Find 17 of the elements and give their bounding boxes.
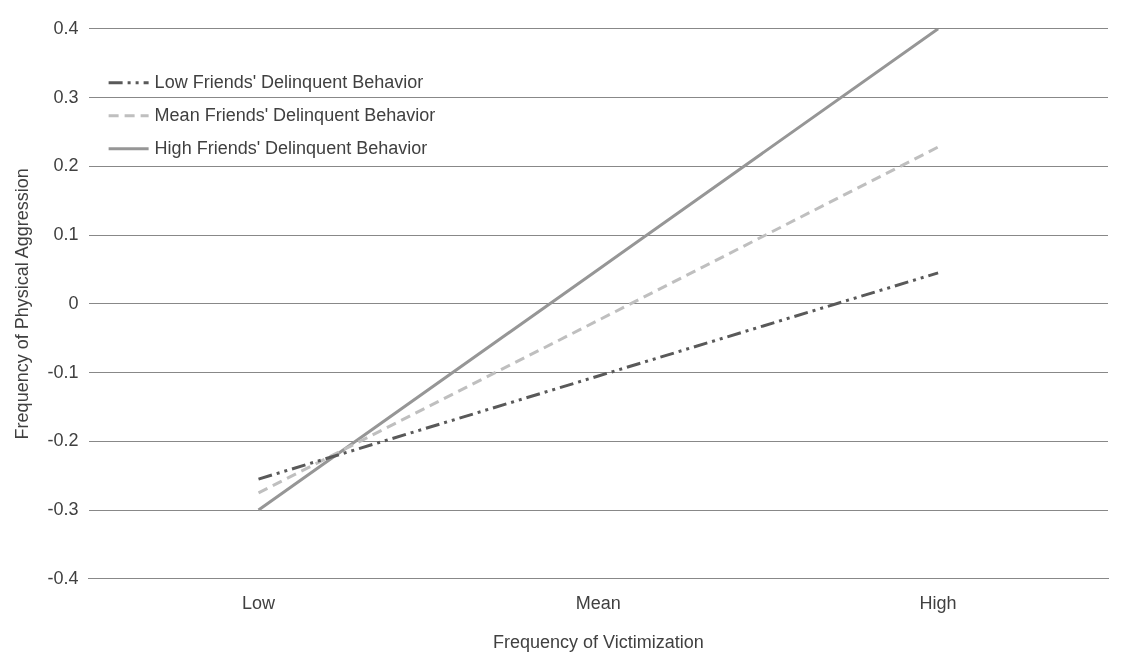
y-tick-label: -0.3 [47,499,79,520]
x-tick-label: Low [242,592,277,613]
legend-label: Mean Friends' Delinquent Behavior [154,104,436,125]
x-axis-title: Frequency of Victimization [492,632,704,653]
y-tick-label: 0.1 [53,224,79,245]
legend-label: Low Friends' Delinquent Behavior [154,71,424,92]
x-tick-label: Mean [575,592,621,613]
y-tick-label: -0.1 [47,361,79,382]
y-tick-label: -0.2 [47,430,79,451]
y-tick-label: 0.4 [53,17,79,38]
y-tick-label: -0.4 [47,567,79,588]
x-tick-label: High [919,592,957,613]
y-tick-label: 0.2 [53,155,79,176]
y-axis-title: Frequency of Physical Aggression [11,168,32,440]
y-tick-label: 0.3 [53,86,79,107]
legend-label: High Friends' Delinquent Behavior [154,137,428,158]
y-tick-label: 0 [68,292,79,313]
